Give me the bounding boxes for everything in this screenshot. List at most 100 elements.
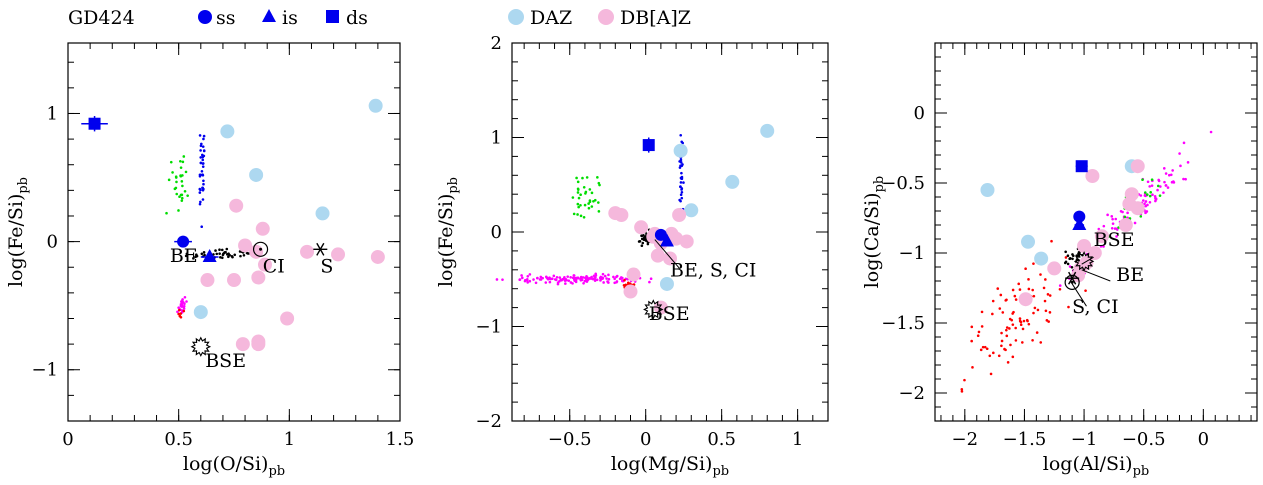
cloud-point-red xyxy=(1005,334,1009,338)
cloud-point-black xyxy=(222,252,225,256)
point-dbaz xyxy=(1118,218,1133,232)
cloud-point-red xyxy=(1064,256,1068,259)
cloud-point-black xyxy=(227,252,230,256)
cloud-point-magenta xyxy=(536,276,539,280)
panel-2-ylabel-sub: pb xyxy=(446,177,461,194)
cloud-point-magenta xyxy=(528,279,532,283)
point-daz xyxy=(1021,234,1036,249)
cloud-point-magenta xyxy=(180,305,183,308)
cloud-point-green xyxy=(579,193,582,197)
cloud-point-gd424 xyxy=(679,193,683,197)
cloud-point-black xyxy=(225,247,229,251)
cloud-point-magenta xyxy=(572,274,576,277)
cloud-point-green xyxy=(592,199,595,203)
x-tick-label: 0 xyxy=(62,429,73,450)
cloud-point-green xyxy=(1158,194,1162,197)
cloud-point-gd424 xyxy=(681,141,685,145)
cloud-point-magenta xyxy=(518,278,522,281)
cloud-point-magenta xyxy=(590,275,593,279)
cloud-point-green xyxy=(1156,184,1160,188)
cloud-point-gd424 xyxy=(680,190,684,194)
cloud-point-black xyxy=(646,242,650,246)
cloud-point-green xyxy=(576,187,580,191)
star-symbol-arm xyxy=(316,242,325,256)
cloud-point-gd424 xyxy=(199,149,202,152)
cloud-point-gd424 xyxy=(202,182,205,186)
cloud-point-green xyxy=(587,202,590,205)
panel-3-ylabel-main: log(Ca/Si) xyxy=(861,192,883,288)
cloud-point-gd424 xyxy=(201,165,205,168)
point-dbaz xyxy=(626,267,641,282)
cloud-point-black xyxy=(200,252,204,256)
cloud-point-magenta xyxy=(1166,186,1170,189)
y-tick-label: −1 xyxy=(898,243,925,264)
cloud-point-red xyxy=(1011,355,1015,359)
point-dbaz xyxy=(251,334,266,349)
cloud-point-red xyxy=(1036,308,1040,312)
cloud-point-black xyxy=(184,254,188,258)
cloud-point-red xyxy=(1004,348,1007,352)
cloud-point-gd424 xyxy=(201,186,205,190)
cloud-point-magenta xyxy=(548,280,552,284)
cloud-point-red xyxy=(1005,328,1008,332)
point-dbaz xyxy=(650,248,665,263)
cloud-point-green xyxy=(181,184,184,188)
cloud-point-magenta xyxy=(579,277,582,281)
x-tick-label: −0.5 xyxy=(548,429,592,450)
cloud-point-red xyxy=(1047,320,1050,323)
point-daz xyxy=(220,124,235,139)
cloud-point-magenta xyxy=(1114,217,1118,221)
panel-1: 0 0.5 1 1.5 −1 0 1 BE CI S BSE xyxy=(31,43,414,450)
legend-ss-label: ss xyxy=(216,7,236,29)
cloud-point-gd424 xyxy=(198,202,202,206)
x-tick-label: 0 xyxy=(1198,429,1209,450)
cloud-point-green xyxy=(597,201,600,204)
cloud-point-black xyxy=(1076,254,1080,257)
cloud-point-magenta xyxy=(544,281,548,284)
cloud-point-green xyxy=(180,199,184,202)
cloud-point-magenta xyxy=(525,278,529,281)
cloud-point-green xyxy=(588,200,592,204)
point-ds xyxy=(88,117,101,130)
cloud-point-magenta xyxy=(1119,210,1123,213)
cloud-point-magenta xyxy=(1139,194,1143,197)
cloud-point-black xyxy=(220,248,224,252)
cloud-point-red xyxy=(1018,319,1022,323)
cloud-point-red xyxy=(1084,289,1087,292)
cloud-point-magenta xyxy=(1184,177,1187,181)
cloud-point-magenta xyxy=(1115,235,1118,238)
y-tick-label: 0 xyxy=(47,232,58,253)
cloud-point-black xyxy=(1066,254,1070,258)
solar-ci-symbol-dot xyxy=(1070,280,1074,284)
cloud-point-gd424 xyxy=(199,156,203,159)
cloud-point-black xyxy=(1064,250,1067,254)
cloud-point-magenta xyxy=(1170,180,1174,184)
cloud-point-magenta xyxy=(538,278,542,281)
cloud-point-red xyxy=(1031,288,1035,292)
cloud-point-green xyxy=(1150,178,1154,181)
cloud-point-green xyxy=(575,176,578,180)
cloud-point-red xyxy=(1048,311,1052,314)
cloud-point-green xyxy=(583,203,587,207)
cloud-point-magenta xyxy=(605,277,608,280)
cloud-point-green xyxy=(581,176,584,180)
cloud-point-red xyxy=(970,339,973,343)
cloud-point-magenta xyxy=(526,274,530,278)
cloud-point-green xyxy=(186,194,189,197)
cloud-point-magenta xyxy=(1153,195,1157,198)
cloud-point-red xyxy=(1011,288,1015,292)
cloud-point-red xyxy=(976,334,980,338)
cloud-point-magenta xyxy=(1144,211,1147,215)
cloud-point-red xyxy=(1022,319,1026,323)
point-ds xyxy=(642,139,655,152)
cloud-point-gd424 xyxy=(198,191,202,194)
cloud-point-magenta xyxy=(602,281,605,284)
point-dbaz xyxy=(229,198,244,213)
cloud-point-gd424 xyxy=(198,187,202,191)
point-dbaz xyxy=(255,221,270,236)
point-dbaz xyxy=(1130,159,1145,174)
cloud-point-magenta xyxy=(571,276,575,280)
cloud-point-red xyxy=(1000,331,1003,335)
point-daz xyxy=(368,98,383,113)
